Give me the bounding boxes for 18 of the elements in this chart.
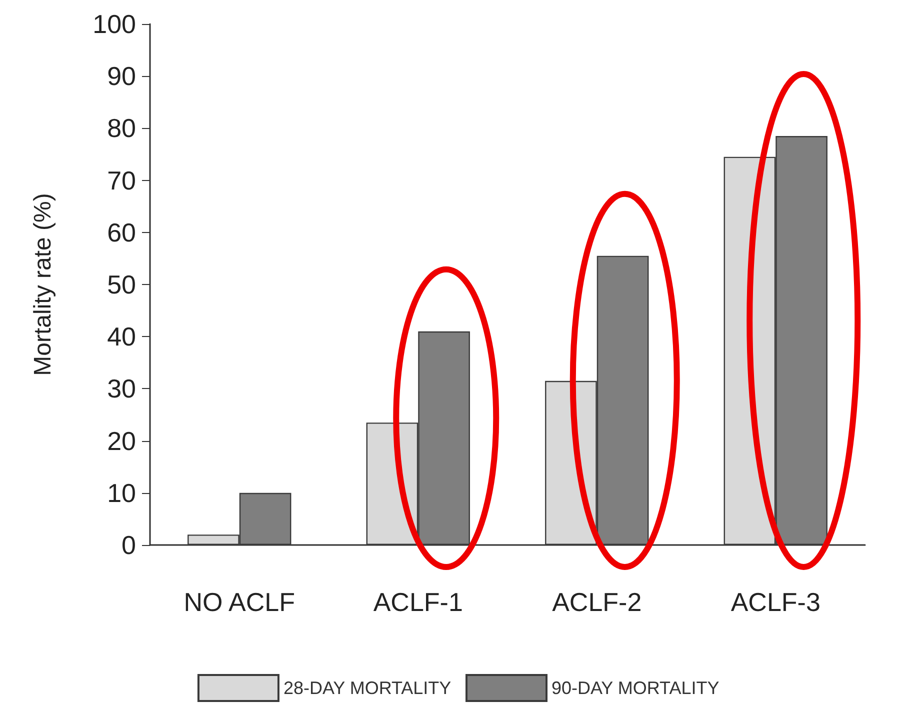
- y-tick-label: 40: [107, 322, 136, 352]
- legend-label: 90-DAY MORTALITY: [552, 678, 720, 698]
- y-tick-label: 50: [107, 270, 136, 300]
- x-tick-label: NO ACLF: [184, 587, 295, 617]
- y-tick-label: 60: [107, 217, 136, 248]
- y-tick-label: 100: [92, 9, 136, 39]
- y-axis-title: Mortality rate (%): [30, 193, 56, 376]
- x-tick-label: ACLF-2: [552, 587, 642, 617]
- y-tick-label: 90: [107, 61, 136, 92]
- x-tick-label: ACLF-3: [730, 587, 820, 617]
- y-tick-label: 80: [107, 113, 136, 144]
- x-tick-label: ACLF-1: [373, 587, 463, 617]
- y-tick-label: 70: [107, 165, 136, 196]
- legend-label: 28-DAY MORTALITY: [283, 678, 452, 698]
- y-tick-label: 30: [107, 374, 136, 404]
- y-tick-label: 20: [107, 426, 136, 456]
- y-tick-label: 10: [107, 478, 136, 508]
- y-tick-label: 0: [122, 530, 136, 560]
